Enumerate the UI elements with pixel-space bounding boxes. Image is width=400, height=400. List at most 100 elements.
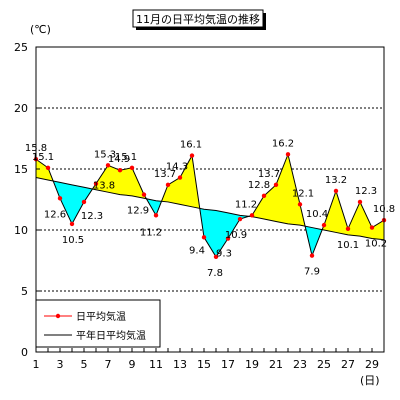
cold-fill: [204, 209, 216, 257]
data-label: 7.8: [207, 268, 223, 279]
x-tick-label: 3: [57, 358, 64, 371]
data-label: 13.2: [325, 175, 347, 186]
data-point: [309, 253, 315, 258]
data-label: 12.1: [292, 188, 314, 199]
data-point: [153, 213, 159, 218]
data-label: 12.3: [355, 186, 377, 197]
warm-fill: [168, 177, 180, 205]
data-label: 11.2: [235, 199, 257, 210]
data-point: [321, 222, 327, 228]
y-tick-labels: 0 5 10 15 20 25: [14, 41, 28, 359]
data-point: [273, 182, 279, 188]
data-label: 15.8: [25, 143, 47, 154]
warm-fill: [324, 190, 336, 233]
data-label: 15.1: [32, 152, 54, 163]
data-label: 11.2: [140, 227, 162, 238]
data-label: 9.4: [189, 245, 205, 256]
x-tick-label: 15: [197, 358, 211, 371]
y-axis-unit: (℃): [30, 23, 51, 36]
data-label: 12.3: [81, 211, 103, 222]
x-tick-label: 27: [341, 358, 355, 371]
data-point: [237, 216, 243, 222]
y-tick-label: 25: [14, 41, 28, 54]
legend-normal-label: 平年日平均気温: [76, 329, 146, 342]
data-point: [69, 221, 75, 227]
data-label: 15.3: [94, 149, 116, 160]
data-point: [261, 193, 267, 199]
x-tick-label: 1: [33, 358, 40, 371]
legend-actual-label: 日平均気温: [76, 310, 126, 323]
x-tick-label: 7: [105, 358, 112, 371]
data-label: 10.1: [337, 240, 359, 251]
data-label: 9.3: [216, 249, 232, 260]
data-point: [93, 181, 99, 186]
chart-title-text: 11月の日平均気温の推移: [136, 12, 260, 26]
warm-fill: [120, 167, 132, 196]
actual-series: [33, 152, 387, 260]
x-tick-label: 21: [269, 358, 283, 371]
difference-fills: [36, 154, 384, 257]
x-tick-label: 25: [317, 358, 331, 371]
x-tick-label: 5: [81, 358, 88, 371]
normal-line: [35, 177, 385, 241]
warm-fill: [36, 159, 48, 180]
data-label: 10.9: [225, 230, 247, 241]
axes: [35, 46, 385, 353]
warm-fill: [372, 220, 384, 240]
data-point: [369, 225, 375, 230]
warm-fill: [288, 154, 300, 226]
y-tick-label: 10: [14, 224, 28, 237]
y-tick-label: 20: [14, 102, 28, 115]
plot-frame: [35, 46, 385, 353]
warm-fill: [348, 201, 360, 237]
data-label: 13.8: [93, 181, 115, 192]
data-label: 14.3: [166, 162, 188, 173]
data-label: 16.1: [180, 140, 202, 151]
data-point: [105, 163, 111, 168]
x-tick-label: 9: [129, 358, 136, 371]
cold-fill: [60, 182, 72, 224]
data-label: 13.7: [258, 169, 280, 180]
data-point: [129, 165, 135, 170]
x-tick-label: 11: [149, 358, 163, 371]
data-label: 14.9: [108, 154, 130, 165]
x-axis-unit: (日): [360, 374, 380, 387]
data-label: 10.5: [62, 235, 84, 246]
data-point: [225, 236, 231, 241]
gridlines: [36, 107, 384, 292]
x-tick-label: 19: [245, 358, 259, 371]
data-label: 13.7: [154, 169, 176, 180]
warm-fill: [264, 184, 276, 222]
actual-line: [35, 152, 385, 258]
data-label: 16.2: [272, 138, 294, 149]
cold-fill: [72, 184, 84, 224]
x-tick-label: 23: [293, 358, 307, 371]
data-point: [165, 182, 171, 188]
data-point: [213, 254, 219, 260]
data-point: [189, 153, 195, 158]
legend: 日平均気温 平年日平均気温: [35, 299, 161, 348]
y-tick-label: 0: [21, 346, 28, 359]
normal-series: [35, 177, 385, 241]
data-point: [201, 235, 207, 240]
data-point: [297, 202, 303, 207]
data-label: 12.9: [127, 206, 149, 217]
data-labels: 15.815.112.610.512.313.815.314.915.112.9…: [25, 138, 395, 278]
x-tick-label: 13: [173, 358, 187, 371]
data-point: [333, 188, 339, 194]
x-tick-label: 17: [221, 358, 235, 371]
data-label: 12.8: [248, 180, 270, 191]
data-label: 12.6: [44, 209, 66, 220]
x-tick-label: 29: [365, 358, 379, 371]
warm-fill: [96, 165, 108, 193]
data-label: 10.8: [373, 204, 395, 215]
data-point: [345, 226, 351, 231]
y-tick-label: 5: [21, 285, 28, 298]
data-point: [285, 152, 291, 157]
data-point: [177, 175, 183, 180]
data-point: [141, 192, 147, 197]
data-point: [117, 168, 123, 173]
data-point: [45, 165, 51, 170]
data-point: [249, 213, 255, 218]
